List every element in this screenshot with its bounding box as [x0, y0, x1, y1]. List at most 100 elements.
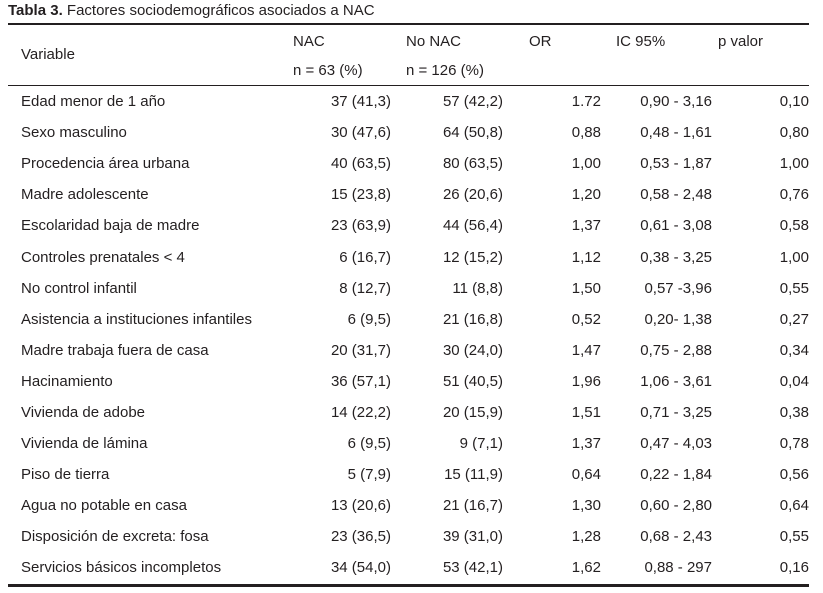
- table-row: Escolaridad baja de madre 23 (63,9) 44 (56…: [8, 210, 809, 241]
- cell-no-nac: 21 (16,8): [442, 310, 503, 328]
- cell-or: 1,96: [571, 372, 601, 390]
- cell-ic: 0,61 - 3,08: [640, 217, 712, 235]
- cell-nac: 13 (20,6): [330, 497, 391, 515]
- cell-variable: Vivienda de lámina: [21, 435, 148, 453]
- cell-p: 0,34: [779, 341, 809, 359]
- cell-or: 1,20: [571, 186, 601, 204]
- cell-variable: Escolaridad baja de madre: [21, 217, 200, 235]
- cell-p: 0,16: [779, 559, 809, 577]
- header-p: p valor: [718, 33, 764, 50]
- cell-no-nac: 12 (15,2): [442, 248, 503, 266]
- table-row: Hacinamiento 36 (57,1) 51 (40,5) 1,96 1,06 -…: [8, 366, 809, 397]
- cell-no-nac: 80 (63,5): [442, 155, 503, 173]
- table-row: Procedencia área urbana 40 (63,5) 80 (63,5…: [8, 148, 809, 179]
- table-row: Madre trabaja fuera de casa 20 (31,7) 30 (…: [8, 335, 809, 366]
- cell-nac: 30 (47,6): [330, 124, 391, 142]
- cell-p: 0,27: [779, 310, 809, 328]
- cell-nac: 14 (22,2): [330, 403, 391, 421]
- table-row: Agua no potable en casa 13 (20,6) 21 (16,7…: [8, 490, 809, 521]
- table-header: Variable NAC n = 63 (%) No NAC n = 126 (…: [8, 25, 809, 85]
- cell-variable: Hacinamiento: [21, 372, 113, 390]
- cell-p: 0,10: [779, 93, 809, 111]
- cell-p: 1,00: [779, 155, 809, 173]
- cell-p: 0,78: [779, 435, 809, 453]
- cell-variable: Servicios básicos incompletos: [21, 559, 222, 577]
- cell-nac: 23 (63,9): [330, 217, 391, 235]
- cell-p: 0,64: [779, 497, 809, 515]
- cell-ic: 0,90 - 3,16: [640, 93, 712, 111]
- cell-p: 0,55: [779, 528, 809, 546]
- table-row: Vivienda de adobe 14 (22,2) 20 (15,9) 1,51 0…: [8, 397, 809, 428]
- cell-ic: 0,48 - 1,61: [640, 124, 712, 142]
- table-row: Piso de tierra 5 (7,9) 15 (11,9) 0,64 0,22 -…: [8, 459, 809, 490]
- header-or: OR: [529, 33, 552, 50]
- cell-variable: Controles prenatales < 4: [21, 248, 185, 266]
- cell-nac: 34 (54,0): [330, 559, 391, 577]
- cell-no-nac: 11 (8,8): [452, 279, 503, 297]
- cell-nac: 23 (36,5): [330, 528, 391, 546]
- cell-or: 1,51: [571, 403, 601, 421]
- cell-p: 0,55: [779, 279, 809, 297]
- table-caption: Tabla 3. Factores sociodemográficos asoc…: [8, 2, 375, 19]
- table-row: Asistencia a instituciones infantiles 6 (…: [8, 304, 809, 335]
- cell-variable: Disposición de excreta: fosa: [21, 528, 209, 546]
- cell-p: 1,00: [779, 248, 809, 266]
- cell-variable: Piso de tierra: [21, 466, 110, 484]
- cell-variable: Agua no potable en casa: [21, 497, 187, 515]
- header-no-nac: No NAC: [406, 33, 462, 50]
- table-row: Controles prenatales < 4 6 (16,7) 12 (15,2…: [8, 241, 809, 272]
- cell-nac: 37 (41,3): [330, 93, 391, 111]
- cell-ic: 0,71 - 3,25: [640, 403, 712, 421]
- cell-ic: 1,06 - 3,61: [640, 372, 712, 390]
- cell-nac: 8 (12,7): [339, 279, 391, 297]
- cell-variable: Vivienda de adobe: [21, 403, 145, 421]
- cell-nac: 6 (9,5): [347, 435, 391, 453]
- cell-no-nac: 39 (31,0): [442, 528, 503, 546]
- cell-ic: 0,75 - 2,88: [640, 341, 712, 359]
- cell-no-nac: 30 (24,0): [442, 341, 503, 359]
- cell-or: 1,50: [571, 279, 601, 297]
- cell-ic: 0,58 - 2,48: [640, 186, 712, 204]
- table-caption-text: Factores sociodemográficos asociados a N…: [66, 2, 375, 19]
- cell-or: 1,30: [571, 497, 601, 515]
- cell-variable: Procedencia área urbana: [21, 155, 190, 173]
- cell-or: 1,47: [571, 341, 601, 359]
- table-caption-label: Tabla 3.: [8, 2, 63, 19]
- cell-or: 1,12: [571, 248, 601, 266]
- cell-p: 0,58: [779, 217, 809, 235]
- cell-nac: 15 (23,8): [330, 186, 391, 204]
- table-top-rule: [8, 23, 809, 25]
- cell-p: 0,56: [779, 466, 809, 484]
- header-variable: Variable: [21, 46, 75, 63]
- cell-ic: 0,57 -3,96: [644, 279, 712, 297]
- cell-variable: Asistencia a instituciones infantiles: [21, 310, 252, 328]
- cell-p: 0,80: [779, 124, 809, 142]
- cell-ic: 0,47 - 4,03: [640, 435, 712, 453]
- data-table: Variable NAC n = 63 (%) No NAC n = 126 (…: [8, 23, 809, 587]
- table-row: Edad menor de 1 año 37 (41,3) 57 (42,2) 1.7…: [8, 86, 809, 117]
- cell-or: 1,37: [571, 217, 601, 235]
- header-ic: IC 95%: [616, 33, 666, 50]
- cell-variable: Madre trabaja fuera de casa: [21, 341, 209, 359]
- table-row: Disposición de excreta: fosa 23 (36,5) 39 …: [8, 521, 809, 552]
- cell-or: 0,52: [571, 310, 601, 328]
- cell-nac: 6 (16,7): [339, 248, 391, 266]
- table-body: Edad menor de 1 año 37 (41,3) 57 (42,2) 1.7…: [8, 86, 809, 584]
- cell-or: 1,28: [571, 528, 601, 546]
- cell-no-nac: 26 (20,6): [442, 186, 503, 204]
- cell-or: 0,88: [571, 124, 601, 142]
- cell-or: 0,64: [571, 466, 601, 484]
- cell-ic: 0,53 - 1,87: [640, 155, 712, 173]
- table-row: Madre adolescente 15 (23,8) 26 (20,6) 1,20 0…: [8, 179, 809, 210]
- cell-or: 1,62: [571, 559, 601, 577]
- cell-variable: No control infantil: [21, 279, 137, 297]
- table-bottom-rule: [8, 583, 809, 587]
- cell-no-nac: 53 (42,1): [442, 559, 503, 577]
- cell-or: 1.72: [571, 93, 601, 111]
- cell-no-nac: 21 (16,7): [442, 497, 503, 515]
- cell-p: 0,76: [779, 186, 809, 204]
- table-row: Vivienda de lámina 6 (9,5) 9 (7,1) 1,37 0,47…: [8, 428, 809, 459]
- header-no-nac-n: n = 126 (%): [406, 62, 484, 79]
- cell-nac: 20 (31,7): [330, 341, 391, 359]
- cell-no-nac: 51 (40,5): [442, 372, 503, 390]
